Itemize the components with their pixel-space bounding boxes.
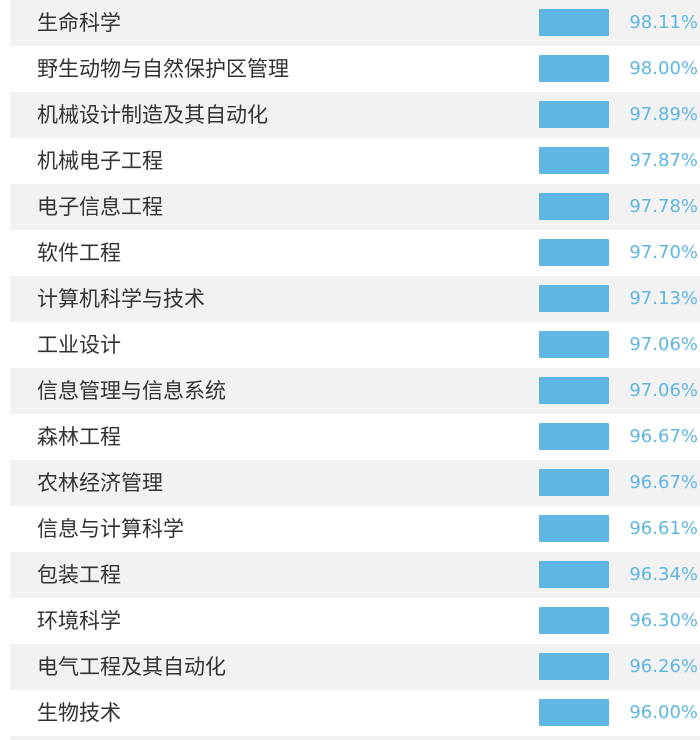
- value-label: 96.26%: [629, 656, 698, 677]
- value-label: 96.67%: [629, 426, 698, 447]
- category-label: 生物技术: [37, 701, 121, 725]
- category-label: 信息管理与信息系统: [37, 379, 226, 403]
- category-label: 农林经济管理: [37, 471, 163, 495]
- bar: [539, 653, 609, 680]
- value-label: 97.06%: [629, 334, 698, 355]
- value-label: 96.67%: [629, 472, 698, 493]
- category-label: 野生动物与自然保护区管理: [37, 57, 289, 81]
- value-label: 97.89%: [629, 104, 698, 125]
- bar: [539, 285, 609, 312]
- chart-row: 野生动物与自然保护区管理 98.00%: [10, 46, 700, 92]
- category-label: 软件工程: [37, 241, 121, 265]
- category-label: 信息与计算科学: [37, 517, 184, 541]
- category-label: 环境科学: [37, 609, 121, 633]
- chart-row: 信息管理与信息系统 97.06%: [10, 368, 700, 414]
- chart-row: 生命科学 98.11%: [10, 0, 700, 46]
- bar: [539, 239, 609, 266]
- category-label: 电子信息工程: [37, 195, 163, 219]
- category-label: 机械设计制造及其自动化: [37, 103, 268, 127]
- category-label: 包装工程: [37, 563, 121, 587]
- bar: [539, 147, 609, 174]
- value-label: 97.06%: [629, 380, 698, 401]
- chart-row: 电子信息工程 97.78%: [10, 184, 700, 230]
- bar: [539, 55, 609, 82]
- category-label: 生命科学: [37, 11, 121, 35]
- value-label: 97.87%: [629, 150, 698, 171]
- bar: [539, 469, 609, 496]
- bar: [539, 331, 609, 358]
- bottom-divider: [10, 736, 700, 740]
- value-label: 97.13%: [629, 288, 698, 309]
- category-label: 森林工程: [37, 425, 121, 449]
- category-label: 机械电子工程: [37, 149, 163, 173]
- bar: [539, 699, 609, 726]
- chart-row: 环境科学 96.30%: [10, 598, 700, 644]
- value-label: 97.78%: [629, 196, 698, 217]
- chart-row: 农林经济管理 96.67%: [10, 460, 700, 506]
- value-label: 96.00%: [629, 702, 698, 723]
- bar: [539, 9, 609, 36]
- bar: [539, 423, 609, 450]
- value-label: 96.30%: [629, 610, 698, 631]
- chart-row: 生物技术 96.00%: [10, 690, 700, 736]
- category-label: 工业设计: [37, 333, 121, 357]
- major-rate-list: 生命科学 98.11% 野生动物与自然保护区管理 98.00% 机械设计制造及其自动化 9…: [10, 0, 700, 736]
- chart-row: 机械设计制造及其自动化 97.89%: [10, 92, 700, 138]
- chart-row: 计算机科学与技术 97.13%: [10, 276, 700, 322]
- bar: [539, 607, 609, 634]
- bar: [539, 515, 609, 542]
- chart-row: 信息与计算科学 96.61%: [10, 506, 700, 552]
- chart-row: 软件工程 97.70%: [10, 230, 700, 276]
- chart-row: 机械电子工程 97.87%: [10, 138, 700, 184]
- value-label: 98.11%: [629, 12, 698, 33]
- value-label: 97.70%: [629, 242, 698, 263]
- value-label: 96.61%: [629, 518, 698, 539]
- value-label: 96.34%: [629, 564, 698, 585]
- bar: [539, 193, 609, 220]
- chart-row: 工业设计 97.06%: [10, 322, 700, 368]
- chart-row: 电气工程及其自动化 96.26%: [10, 644, 700, 690]
- category-label: 电气工程及其自动化: [37, 655, 226, 679]
- value-label: 98.00%: [629, 58, 698, 79]
- category-label: 计算机科学与技术: [37, 287, 205, 311]
- chart-row: 森林工程 96.67%: [10, 414, 700, 460]
- chart-row: 包装工程 96.34%: [10, 552, 700, 598]
- bar: [539, 377, 609, 404]
- bar: [539, 561, 609, 588]
- bar: [539, 101, 609, 128]
